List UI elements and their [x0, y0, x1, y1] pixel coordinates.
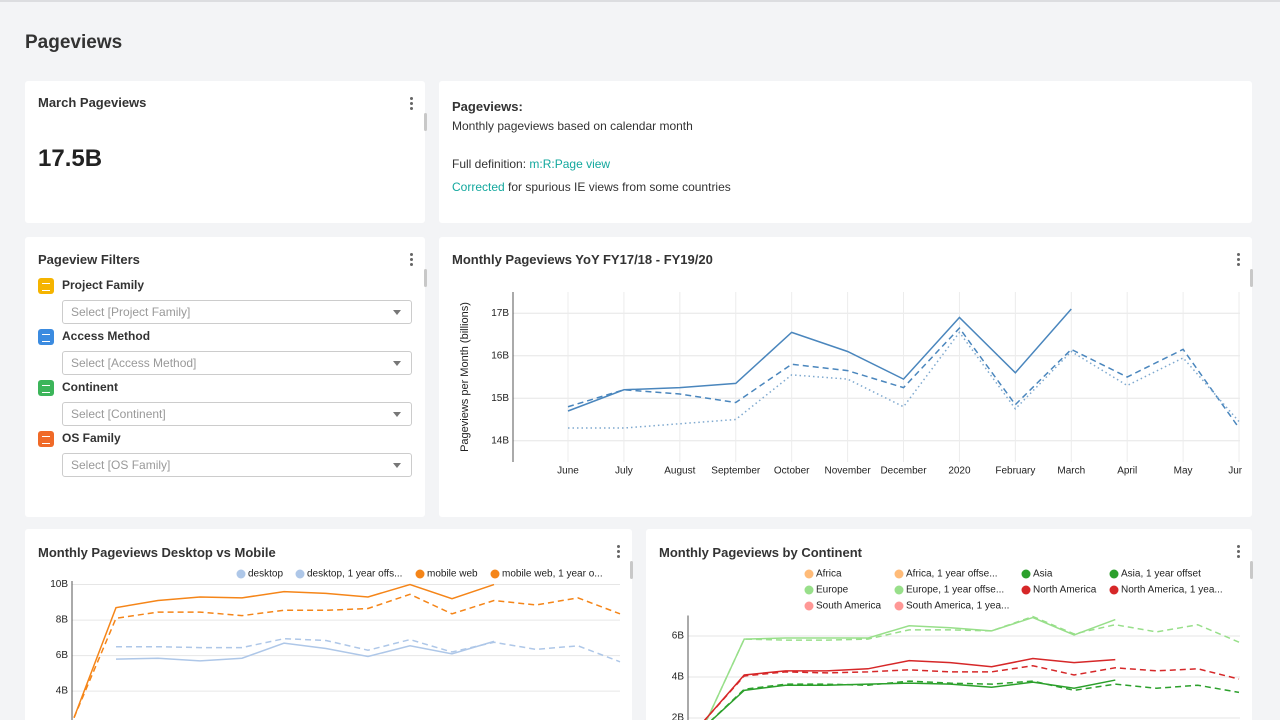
page-title: Pageviews	[25, 32, 123, 53]
filter-icon	[38, 380, 54, 396]
continent-card: Monthly Pageviews by Continent	[646, 529, 1253, 720]
filter-select[interactable]: Select [Continent]	[62, 402, 412, 426]
filter-icon	[38, 431, 54, 447]
filter-select[interactable]: Select [OS Family]	[62, 453, 412, 477]
filter-label: Continent	[62, 380, 118, 394]
filter-placeholder: Select [OS Family]	[71, 458, 171, 472]
filter-placeholder: Select [Project Family]	[71, 305, 191, 319]
filters-card: Pageview Filters Project Family Select […	[25, 237, 427, 517]
scrollbar	[1250, 269, 1253, 287]
scrollbar	[424, 269, 427, 287]
kpi-value: 17.5B	[38, 145, 103, 172]
corrected-text: for spurious IE views from some countrie…	[508, 180, 731, 194]
corrected-row: Corrected for spurious IE views from som…	[452, 180, 731, 194]
yoy-card: Monthly Pageviews YoY FY17/18 - FY19/20	[439, 237, 1253, 517]
filter-select[interactable]: Select [Access Method]	[62, 351, 412, 375]
menu[interactable]	[1237, 545, 1240, 560]
filter-label: Access Method	[62, 329, 151, 343]
definition-label: Full definition:	[452, 157, 527, 171]
menu[interactable]	[617, 545, 620, 560]
definition-row: Full definition: m:R:Page view	[452, 157, 610, 171]
desktop-card: Monthly Pageviews Desktop vs Mobile	[25, 529, 633, 720]
kpi-card: March Pageviews 17.5B	[25, 81, 427, 223]
definition-title: Pageviews:	[452, 99, 523, 114]
filter-icon	[38, 329, 54, 345]
filter-label: OS Family	[62, 431, 121, 445]
definition-card: Pageviews: Monthly pageviews based on ca…	[439, 81, 1252, 223]
scrollbar	[1250, 561, 1253, 579]
filter-placeholder: Select [Access Method]	[71, 356, 197, 370]
filter-icon	[38, 278, 54, 294]
menu[interactable]	[410, 97, 413, 112]
definition-link[interactable]: m:R:Page view	[529, 157, 611, 171]
scrollbar	[424, 113, 427, 131]
filters-title: Pageview Filters	[38, 252, 140, 267]
chart-title: Monthly Pageviews YoY FY17/18 - FY19/20	[452, 252, 713, 267]
definition-description: Monthly pageviews based on calendar mont…	[452, 119, 693, 133]
filter-select[interactable]: Select [Project Family]	[62, 300, 412, 324]
filter-placeholder: Select [Continent]	[71, 407, 166, 421]
scrollbar	[630, 561, 633, 579]
corrected-link[interactable]: Corrected	[452, 180, 505, 194]
kpi-title: March Pageviews	[38, 95, 147, 110]
menu[interactable]	[1237, 253, 1240, 268]
chart-title: Monthly Pageviews Desktop vs Mobile	[38, 545, 276, 560]
filter-label: Project Family	[62, 278, 145, 292]
menu[interactable]	[410, 253, 413, 268]
chart-title: Monthly Pageviews by Continent	[659, 545, 862, 560]
